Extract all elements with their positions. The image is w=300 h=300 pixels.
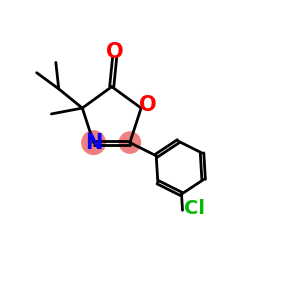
- Circle shape: [119, 132, 140, 153]
- Circle shape: [82, 131, 105, 154]
- Text: N: N: [85, 133, 102, 153]
- Text: Cl: Cl: [184, 199, 205, 218]
- Text: O: O: [106, 42, 124, 62]
- Text: O: O: [139, 94, 156, 115]
